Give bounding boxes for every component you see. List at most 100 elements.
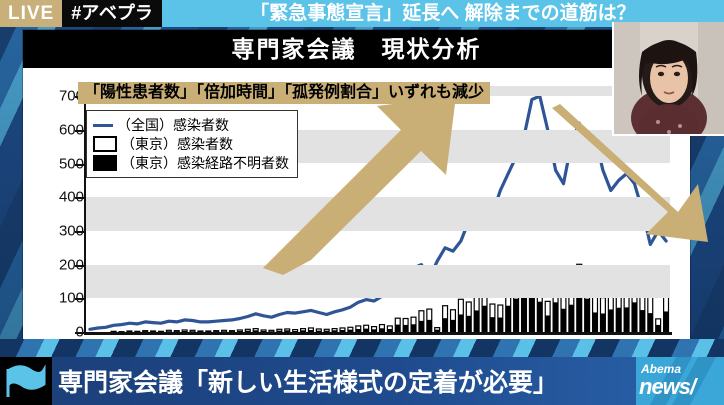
- bar-tokyo-unknown: [324, 330, 330, 332]
- y-axis-tick: [75, 298, 85, 301]
- y-axis-label: 200: [58, 256, 84, 274]
- y-axis-tick: [75, 264, 85, 267]
- bar-tokyo-unknown: [418, 320, 424, 332]
- bar-tokyo-total: [205, 330, 212, 332]
- bar-tokyo-unknown: [450, 319, 456, 332]
- plot-wrapper: 0100200300400500600700 15202515101520251…: [23, 68, 690, 373]
- bottom-ticker: 専門家会議「新しい生活様式の定着が必要」 Abema news/: [0, 357, 724, 405]
- bar-tokyo-unknown: [592, 312, 598, 332]
- bar-tokyo-unknown: [261, 330, 267, 332]
- bar-tokyo-unknown: [190, 331, 195, 332]
- chart-panel: 専門家会議 現状分析 0100200300400500600700 152025…: [23, 30, 708, 373]
- bar-tokyo-unknown: [584, 298, 590, 332]
- bar-tokyo-unknown: [632, 302, 637, 332]
- legend-label-tokyo-unknown: （東京）感染経路不明者数: [121, 154, 289, 171]
- bar-tokyo-unknown: [608, 309, 614, 332]
- bar-tokyo-unknown: [616, 307, 622, 332]
- panel-title: 専門家会議 現状分析: [23, 30, 690, 68]
- y-axis-tick: [75, 163, 85, 166]
- grid-band: [86, 264, 670, 299]
- bar-tokyo-total: [197, 330, 204, 332]
- guest-webcam-inset: [612, 22, 724, 136]
- legend-item-national: （全国）感染者数: [93, 115, 289, 134]
- y-axis-label: 600: [58, 121, 84, 139]
- legend-item-tokyo-total: （東京）感染者数: [93, 134, 289, 153]
- logo-abema-text: Abema: [641, 362, 682, 376]
- bar-tokyo-unknown: [442, 318, 448, 332]
- ticker-stripe-decoration: [0, 339, 724, 357]
- y-axis-label: 400: [58, 188, 84, 206]
- chart-subtitle: 「陽性患者数」「倍加時間」「孤発例割合」いずれも減少: [78, 82, 491, 104]
- open-bar-swatch-icon: [93, 135, 117, 152]
- webcam-video: [614, 22, 724, 134]
- bar-tokyo-unknown: [300, 330, 306, 332]
- bar-tokyo-unknown: [174, 331, 180, 332]
- y-axis-label: 500: [58, 155, 84, 172]
- bar-tokyo-unknown: [332, 330, 338, 332]
- bar-tokyo-unknown: [292, 330, 298, 332]
- y-axis-tick: [75, 129, 85, 132]
- bar-tokyo-unknown: [521, 297, 527, 332]
- bar-tokyo-unknown: [482, 305, 487, 332]
- bar-tokyo-unknown: [529, 295, 535, 332]
- solid-bar-swatch-icon: [93, 154, 117, 171]
- bar-tokyo-total: [292, 329, 299, 332]
- bar-tokyo-unknown: [371, 329, 377, 332]
- bar-tokyo-unknown: [545, 315, 551, 332]
- bar-tokyo-unknown: [639, 310, 645, 332]
- bar-tokyo-unknown: [347, 329, 353, 332]
- bar-tokyo-unknown: [434, 329, 440, 332]
- bar-tokyo-unknown: [395, 324, 401, 332]
- bar-tokyo-unknown: [624, 307, 630, 332]
- bar-tokyo-unknown: [647, 313, 653, 332]
- logo-news-text: news/: [639, 374, 696, 399]
- bar-tokyo-unknown: [497, 317, 503, 332]
- bar-tokyo-unknown: [245, 330, 251, 332]
- abema-news-logo: Abema news/: [636, 357, 724, 405]
- bar-tokyo-unknown: [237, 330, 243, 332]
- bar-tokyo-unknown: [284, 330, 290, 332]
- live-badge: LIVE: [0, 0, 63, 27]
- bar-tokyo-unknown: [229, 331, 235, 332]
- bar-tokyo-unknown: [655, 324, 661, 332]
- bar-tokyo-unknown: [426, 319, 432, 332]
- bar-tokyo-unknown: [489, 317, 495, 332]
- y-axis-line: [84, 86, 87, 334]
- chart-legend: （全国）感染者数 （東京）感染者数 （東京）感染経路不明者数: [86, 110, 298, 178]
- x-axis-line: [84, 332, 672, 335]
- bar-tokyo-unknown: [458, 314, 464, 332]
- bar-tokyo-unknown: [474, 310, 480, 332]
- y-axis-tick: [75, 332, 85, 334]
- bar-tokyo-unknown: [269, 331, 274, 332]
- bar-tokyo-unknown: [411, 324, 416, 332]
- bar-tokyo-unknown: [576, 294, 582, 332]
- grid-band: [86, 197, 670, 231]
- bar-tokyo-unknown: [466, 315, 472, 332]
- top-headline-bar: LIVE #アベプラ 「緊急事態宣言」延長へ 解除までの道筋は？: [0, 0, 724, 27]
- bar-tokyo-unknown: [561, 308, 566, 332]
- ticker-headline: 専門家会議「新しい生活様式の定着が必要」: [58, 369, 559, 397]
- bar-tokyo-unknown: [253, 330, 259, 332]
- bar-tokyo-unknown: [403, 324, 409, 332]
- bar-tokyo-unknown: [568, 304, 574, 332]
- line-swatch-icon: [93, 124, 113, 127]
- legend-label-tokyo-total: （東京）感染者数: [121, 135, 233, 152]
- bar-tokyo-unknown: [387, 328, 393, 332]
- bar-tokyo-unknown: [663, 311, 669, 332]
- channel-flag-icon: [0, 357, 52, 405]
- bar-tokyo-unknown: [537, 301, 543, 332]
- bar-tokyo-total: [150, 330, 157, 332]
- bar-tokyo-unknown: [308, 329, 314, 332]
- bar-tokyo-unknown: [166, 331, 172, 332]
- bar-tokyo-unknown: [316, 330, 322, 332]
- y-axis-tick: [75, 197, 85, 200]
- bar-tokyo-unknown: [363, 328, 369, 332]
- y-axis: 0100200300400500600700: [40, 86, 84, 341]
- bar-tokyo-total: [126, 330, 133, 332]
- bar-tokyo-unknown: [340, 329, 345, 332]
- y-axis-label: 100: [58, 289, 84, 307]
- bar-tokyo-unknown: [505, 305, 511, 332]
- y-axis-tick: [75, 230, 85, 233]
- bar-tokyo-unknown: [182, 330, 188, 332]
